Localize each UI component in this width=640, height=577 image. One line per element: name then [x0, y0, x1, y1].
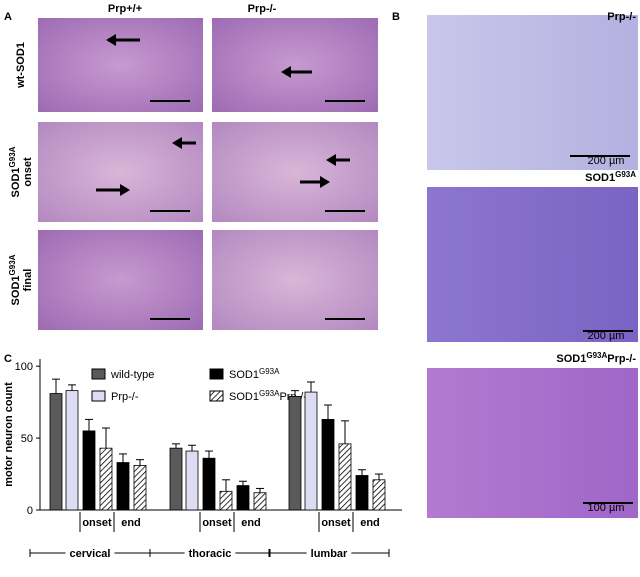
micrograph: [212, 122, 378, 222]
row-label: onset: [22, 157, 34, 187]
row-label-part: G93A: [8, 146, 17, 167]
y-tick-label: 50: [21, 433, 33, 445]
micrograph: [38, 122, 203, 222]
micrograph: [427, 187, 638, 342]
label-bg: [65, 546, 115, 560]
scale-label: 200 µm: [588, 330, 625, 342]
bar: [355, 475, 369, 511]
micrograph: [212, 230, 378, 330]
scale-label: 100 µm: [588, 502, 625, 514]
bar: [65, 390, 79, 511]
micrographs: [38, 15, 638, 518]
bar: [338, 443, 352, 511]
bar: [219, 490, 233, 511]
micrograph: [427, 15, 638, 170]
legend-label-part: Prp-/-: [111, 391, 139, 403]
y-tick-label: 100: [15, 361, 33, 373]
image-title: SOD1G93APrp-/-: [556, 351, 636, 366]
stage-label: end: [241, 517, 261, 529]
bar: [99, 447, 113, 511]
row-label-part: SOD1: [10, 275, 22, 305]
y-tick-label: 0: [27, 505, 33, 517]
legend-label-part: wild-type: [110, 369, 154, 381]
micrograph: [212, 18, 378, 112]
label-bg: [184, 546, 236, 560]
stage-label: end: [121, 517, 141, 529]
legend-swatch: [209, 390, 224, 402]
scale-bars: [150, 100, 633, 504]
column-header: Prp-/-: [248, 3, 277, 15]
image-title: Prp-/-: [607, 11, 636, 23]
bar: [133, 465, 147, 511]
image-title-part: Prp-/-: [607, 353, 636, 365]
x-tick-label: thoracic: [189, 548, 232, 560]
scale-label: 200 µm: [588, 155, 625, 167]
image-title-part: G93A: [615, 170, 636, 179]
legend-label: Prp-/-: [111, 391, 139, 403]
row-label: wt-SOD1: [15, 42, 27, 89]
legend-swatch: [209, 368, 224, 380]
micrograph: [427, 368, 638, 518]
image-title-part: G93A: [586, 351, 607, 360]
row-label-part: SOD1: [10, 167, 22, 197]
legend-swatch: [91, 390, 106, 402]
micrograph: [38, 230, 203, 330]
y-axis-label: motor neuron count: [3, 382, 15, 487]
stage-label: onset: [82, 517, 112, 529]
bar: [288, 395, 302, 511]
image-title: SOD1G93A: [585, 170, 636, 185]
legend-label-part: G93A: [259, 367, 280, 376]
legend-label: SOD1G93A: [229, 367, 280, 382]
panel-label: B: [392, 11, 400, 23]
image-title-part: SOD1: [556, 353, 586, 365]
column-header: Prp+/+: [108, 3, 142, 15]
panel-label: A: [4, 11, 12, 23]
bar: [253, 492, 267, 511]
bar: [169, 447, 183, 511]
legend-label-part: SOD1: [229, 369, 259, 381]
stage-label: onset: [321, 517, 351, 529]
bar: [202, 457, 216, 511]
image-title-part: SOD1: [585, 172, 615, 184]
x-tick-label: lumbar: [311, 548, 348, 560]
arrows: [96, 34, 350, 196]
micrograph: [38, 18, 203, 112]
bar: [372, 479, 386, 511]
legend-label-part: SOD1: [229, 391, 259, 403]
image-title-part: Prp-/-: [607, 11, 636, 23]
bar: [185, 450, 199, 511]
bar: [321, 418, 335, 511]
bar: [82, 430, 96, 511]
bar: [304, 391, 318, 511]
legend-label: wild-type: [110, 369, 154, 381]
x-tick-label: cervical: [70, 548, 111, 560]
stage-label: onset: [202, 517, 232, 529]
row-label: final: [22, 269, 34, 292]
bar: [236, 485, 250, 511]
legend-swatch: [91, 368, 106, 380]
label-bg: [306, 546, 352, 560]
bar: [116, 462, 130, 511]
row-label: SOD1G93A: [8, 146, 23, 197]
row-label-part: G93A: [8, 254, 17, 275]
legend-label-part: G93A: [259, 389, 280, 398]
stage-label: end: [360, 517, 380, 529]
row-label: SOD1G93A: [8, 254, 23, 305]
panel-label: C: [4, 353, 12, 365]
bar: [49, 393, 63, 511]
